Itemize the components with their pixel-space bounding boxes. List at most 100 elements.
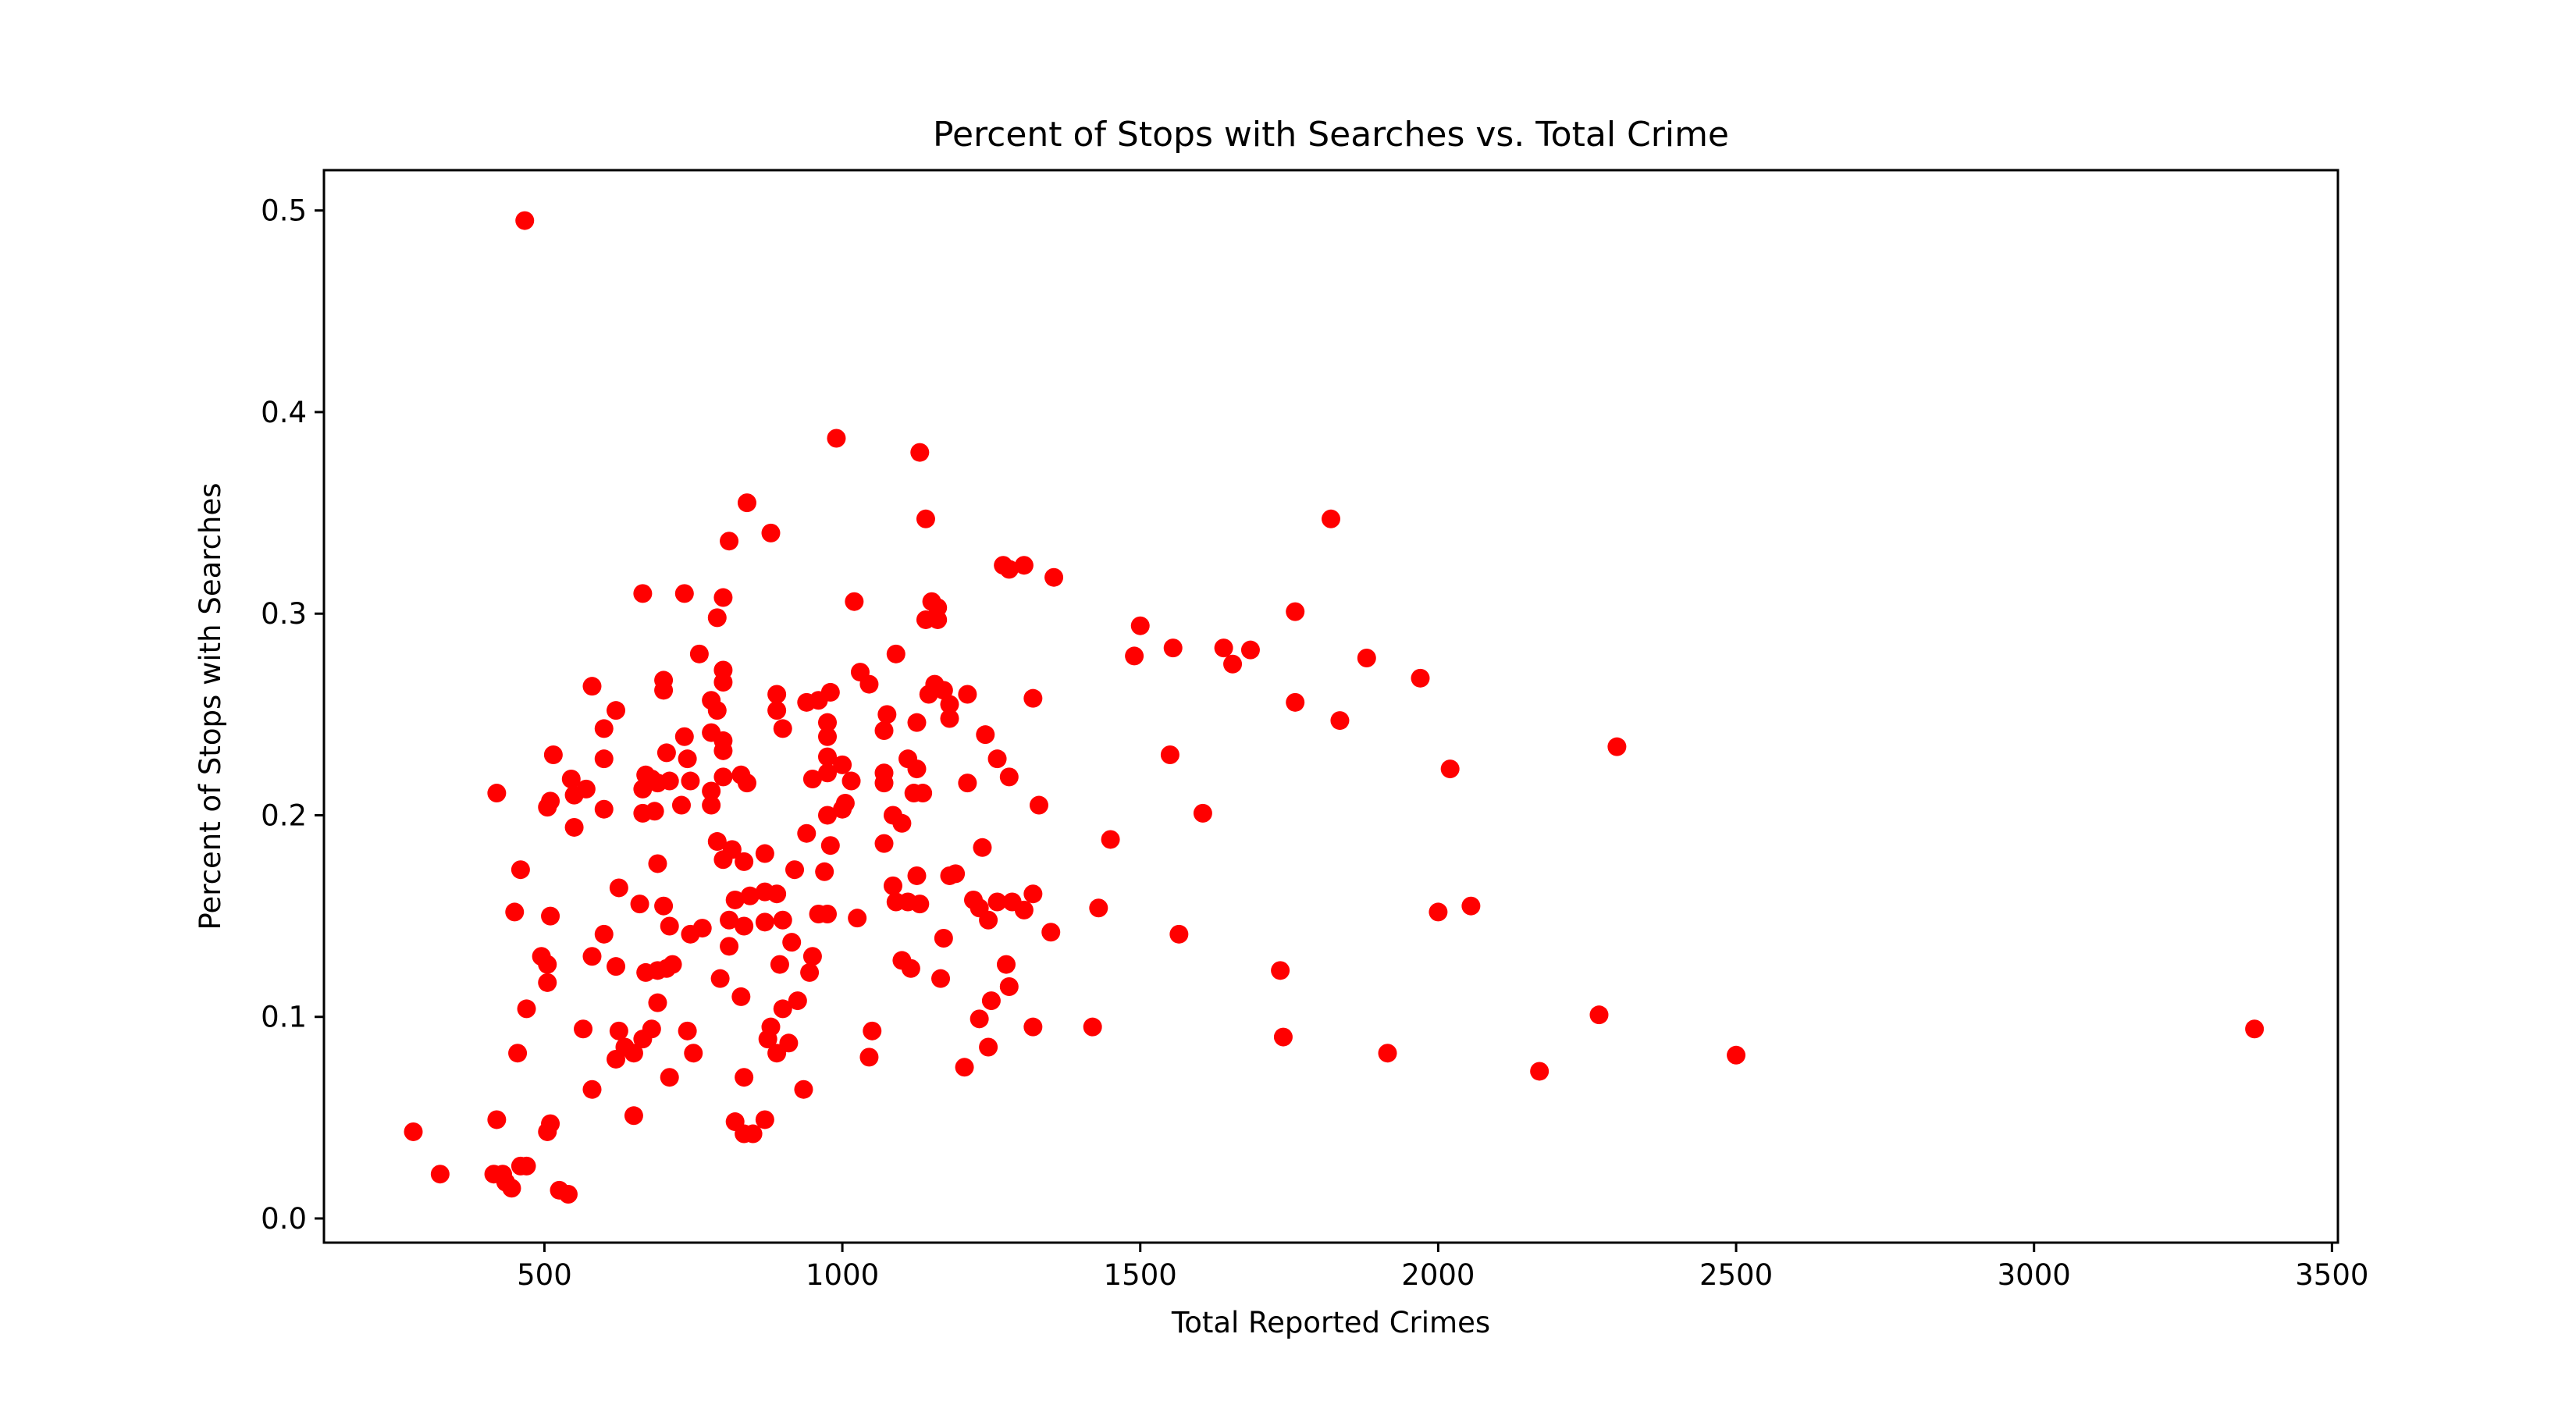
data-point [502,1179,521,1198]
data-point [731,987,751,1006]
data-point [713,741,733,760]
data-point [892,813,912,833]
data-point [913,784,933,803]
data-point [802,947,822,966]
data-point [818,747,837,767]
data-point [1014,900,1034,919]
data-point [689,644,709,663]
data-point [1223,654,1243,674]
data-point [910,443,930,462]
data-point [767,1044,787,1063]
data-point [505,902,525,922]
data-point [946,864,966,884]
data-point [987,749,1007,769]
data-point [707,608,727,628]
data-point [907,713,927,732]
data-point [710,969,730,988]
data-point [1589,1005,1609,1025]
data-point [874,720,894,740]
data-point [720,910,739,930]
x-tick-label: 1500 [1104,1258,1177,1292]
data-point [594,799,614,819]
data-point [934,929,953,948]
data-point [848,909,867,928]
data-point [702,781,721,801]
data-point [802,769,822,788]
data-point [607,1049,626,1069]
y-tick-label: 0.4 [261,396,307,429]
data-point [999,560,1019,579]
data-point [538,955,557,974]
data-point [508,1044,528,1063]
data-point [1029,795,1048,815]
data-point [674,584,694,603]
data-point [713,850,733,870]
data-point [931,969,951,988]
data-point [907,866,927,885]
data-point [859,1048,879,1067]
data-point [515,211,535,230]
data-point [1023,884,1043,904]
data-point [1041,923,1061,942]
data-point [767,884,787,904]
data-point [1130,616,1150,635]
data-point [773,999,792,1019]
x-tick-label: 1000 [806,1258,879,1292]
data-point [1727,1045,1746,1065]
data-point [797,823,817,843]
data-point [607,701,626,720]
data-point [970,1009,989,1029]
data-point [713,767,733,787]
y-tick-label: 0.1 [261,1001,307,1034]
data-point [934,681,953,700]
data-point [561,769,581,788]
data-point [713,588,733,607]
data-point [564,785,584,805]
data-point [624,1044,643,1063]
data-point [671,795,691,815]
data-point [1273,1027,1293,1047]
data-point [999,767,1019,787]
data-point [681,924,700,944]
data-point [1163,638,1183,658]
data-point [794,1080,813,1099]
data-point [720,937,739,956]
data-point [2245,1019,2265,1039]
data-point [720,532,739,551]
data-point [660,1068,679,1087]
data-point [582,947,602,966]
data-point [809,691,828,710]
y-tick-label: 0.2 [261,799,307,832]
data-point [594,749,614,769]
data-point [735,916,754,936]
y-tick-label: 0.0 [261,1202,307,1236]
data-point [487,1110,507,1129]
data-point [1607,737,1627,756]
data-point [594,719,614,738]
data-point [648,993,667,1012]
data-point [928,610,948,629]
data-point [609,1021,628,1040]
data-point [737,774,756,793]
plot-area-frame [322,169,2339,1244]
data-point [735,1068,754,1087]
data-point [582,677,602,696]
data-point [818,905,837,924]
data-point [740,886,760,905]
data-point [761,523,781,542]
data-point [1378,1044,1397,1063]
data-point [1530,1062,1550,1081]
data-point [1286,602,1305,621]
data-points [404,211,2265,1204]
data-point [633,584,653,603]
data-point [1357,649,1376,668]
data-point [1160,745,1179,764]
data-point [582,1080,602,1099]
data-point [654,681,674,700]
data-point [663,955,682,974]
data-point [737,493,756,513]
data-point [818,727,837,746]
data-point [1429,902,1448,922]
data-point [910,895,930,914]
